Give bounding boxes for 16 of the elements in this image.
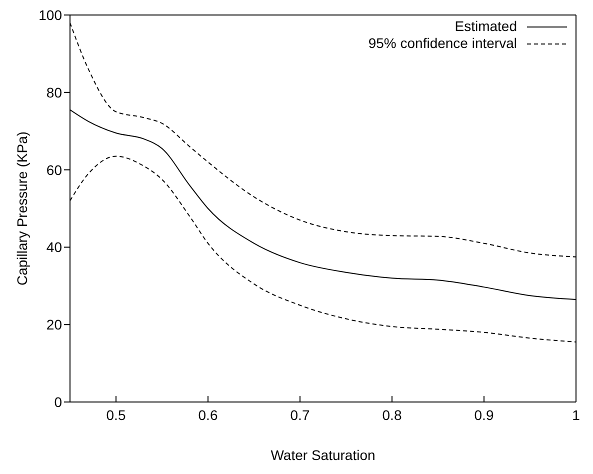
x-tick-label: 1 — [572, 406, 580, 423]
y-tick-label: 60 — [46, 162, 62, 178]
legend-label: 95% confidence interval — [368, 35, 517, 52]
x-tick-label: 0.9 — [474, 406, 494, 423]
y-axis-title: Capillary Pressure (KPa) — [14, 131, 30, 286]
y-tick-label: 80 — [46, 84, 62, 100]
y-tick-label: 100 — [38, 6, 62, 23]
x-tick-label: 0.7 — [290, 406, 310, 423]
x-tick-label: 0.8 — [382, 406, 402, 423]
legend-label: Estimated — [454, 18, 517, 35]
y-tick-label: 20 — [46, 316, 62, 333]
y-tick-label: 40 — [46, 239, 62, 256]
x-tick-label: 0.6 — [198, 406, 218, 423]
x-tick-label: 0.5 — [106, 406, 126, 423]
x-axis-title: Water Saturation — [270, 446, 376, 463]
y-tick-label: 0 — [54, 394, 62, 410]
